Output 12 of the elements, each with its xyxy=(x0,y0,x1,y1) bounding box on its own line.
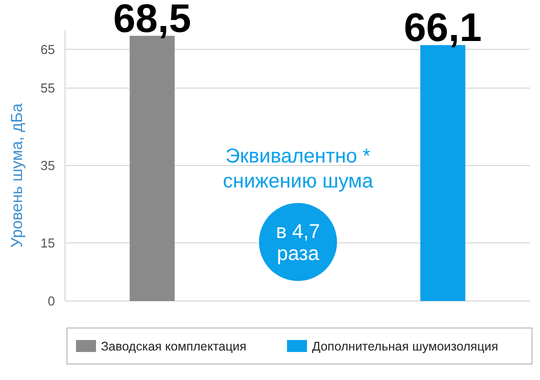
data-label: 68,5 xyxy=(113,0,192,41)
y-tick-label: 15 xyxy=(40,235,55,250)
annotation: Эквивалентно * снижению шума xyxy=(222,146,374,192)
y-tick-label: 65 xyxy=(40,42,55,57)
annotation: в 4,7 раза xyxy=(276,221,320,265)
legend-label: Дополнительная шумоизоляция xyxy=(312,339,498,354)
y-tick-label: 35 xyxy=(40,158,55,174)
data-label: 66,1 xyxy=(404,6,482,50)
legend-label: Заводская комплектация xyxy=(101,339,246,354)
y-tick-label: 0 xyxy=(48,294,55,309)
y-axis-title: Уровень шума, дБа xyxy=(9,103,26,248)
y-tick-label: 55 xyxy=(40,80,55,96)
